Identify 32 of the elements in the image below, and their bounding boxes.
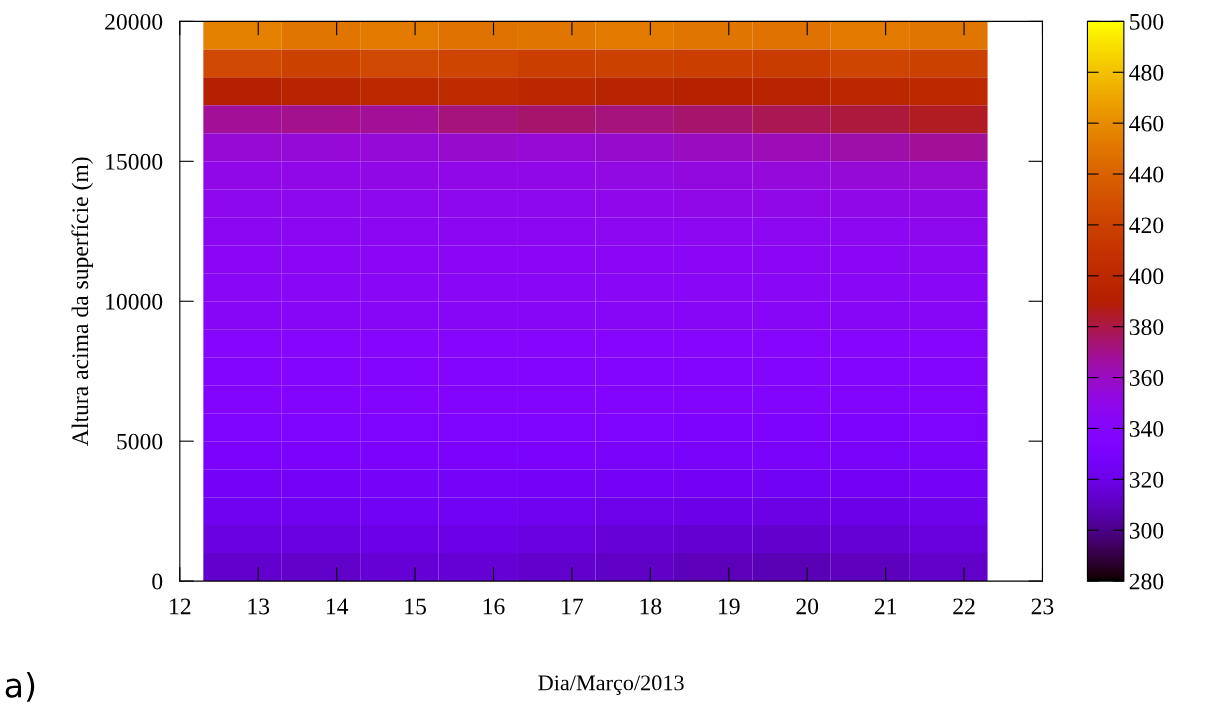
- x-axis-title: Dia/Março/2013: [538, 675, 684, 695]
- color-bar-label: 340: [1129, 420, 1164, 437]
- x-tick-label: 19: [719, 598, 740, 615]
- color-bar-label: 280: [1129, 573, 1164, 590]
- x-tick-label: 15: [405, 598, 426, 615]
- x-tick-label: 22: [953, 598, 975, 615]
- color-bar-label: 360: [1129, 370, 1164, 386]
- color-bar-label: 380: [1129, 319, 1164, 336]
- y-axis-title: Altura acima da superfície (m): [71, 157, 94, 446]
- x-tick-label: 13: [248, 598, 270, 615]
- x-tick-label: 17: [562, 598, 584, 615]
- color-bar-label: 320: [1129, 471, 1164, 488]
- y-tick-label: 0: [152, 573, 163, 590]
- y-tick-label: 20000: [105, 13, 163, 30]
- y-tick-label: 15000: [106, 153, 163, 170]
- y-tick-label: 5000: [117, 433, 163, 450]
- x-tick-label: 18: [640, 598, 662, 615]
- color-bar-label: 300: [1129, 522, 1164, 539]
- x-tick-label: 23: [1031, 598, 1054, 615]
- text: a): [5, 671, 35, 702]
- x-tick-label: 14: [326, 598, 349, 615]
- color-bar-label: 500: [1130, 13, 1164, 30]
- color-bar-label: 420: [1129, 217, 1164, 234]
- color-bar-label: 460: [1129, 115, 1164, 132]
- x-tick-label: 21: [874, 598, 897, 615]
- x-tick-label: 16: [483, 598, 505, 615]
- color-bar-label: 480: [1129, 64, 1164, 81]
- color-bar-label: 440: [1129, 166, 1164, 183]
- y-tick-label: 10000: [106, 293, 163, 310]
- x-tick-label: 20: [796, 598, 819, 615]
- color-bar-label: 400: [1129, 268, 1164, 285]
- x-tick-label: 12: [170, 598, 191, 615]
